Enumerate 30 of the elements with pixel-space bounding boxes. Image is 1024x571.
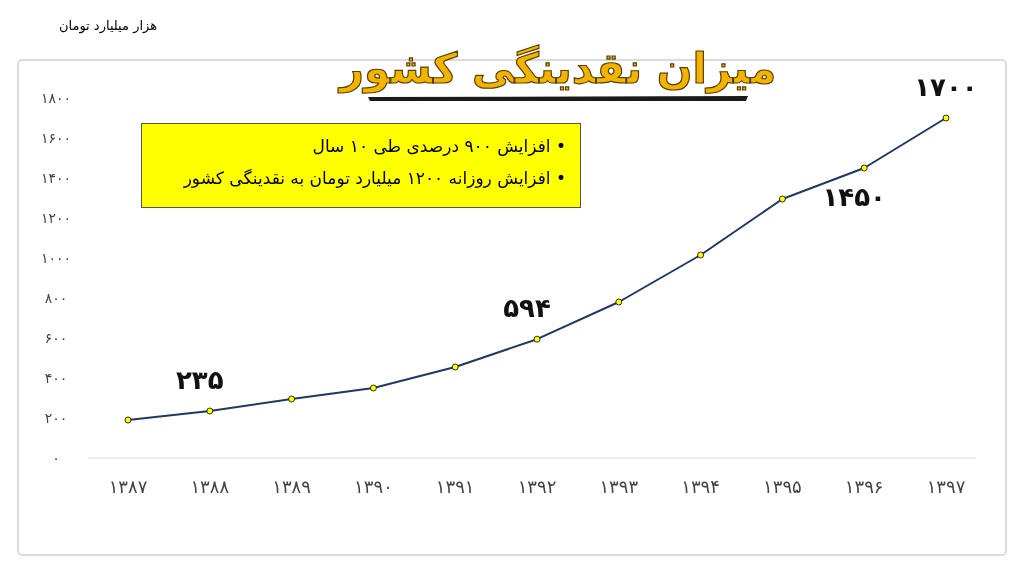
x-tick-label: ۱۳۹۵: [763, 476, 802, 497]
note-box: • افزایش ۹۰۰ درصدی طی ۱۰ سال • افزایش روزانه ۱۲۰۰ میلیارد تومان به نقدینگی کشور: [141, 123, 581, 208]
data-label: ۵۹۴: [503, 293, 551, 324]
y-tick-label: ۱۸۰۰: [40, 89, 72, 106]
chart-title: میزان نقدینگی کشور: [337, 44, 777, 94]
x-tick-label: ۱۳۸۹: [272, 476, 311, 497]
x-tick-label: ۱۳۹۷: [926, 476, 966, 497]
x-tick-label: ۱۳۹۲: [517, 476, 557, 497]
y-tick-label: ۱۰۰۰: [40, 249, 72, 266]
y-tick-label: ۸۰۰: [44, 289, 68, 306]
x-tick-label: ۱۳۹۰: [354, 476, 393, 497]
data-label: ۱۷۰۰: [914, 72, 978, 102]
y-tick-label: ۶۰۰: [44, 329, 68, 346]
annotation: • افزایش روزانه ۱۲۰۰ میلیارد تومان به نقدینگی کشور: [182, 166, 566, 190]
data-label: ۱۴۵۰: [822, 182, 886, 212]
y-axis-title: هزار میلیارد تومان: [58, 18, 158, 34]
x-tick-label: ۱۳۸۷: [108, 476, 148, 497]
y-tick-label: ۱۲۰۰: [40, 209, 72, 226]
x-tick-label: ۱۳۹۳: [599, 476, 639, 497]
y-tick-label: ۱۴۰۰: [40, 169, 72, 186]
data-label: ۲۳۵: [176, 365, 224, 395]
y-tick-label: ۱۶۰۰: [40, 129, 72, 146]
annotation: • افزایش ۹۰۰ درصدی طی ۱۰ سال: [311, 135, 566, 158]
x-tick-label: ۱۳۹۶: [844, 476, 884, 497]
y-tick-label: ۰: [52, 449, 60, 466]
x-tick-label: ۱۳۹۴: [681, 476, 720, 497]
x-tick-label: ۱۳۸۸: [190, 476, 230, 497]
x-tick-label: ۱۳۹۱: [435, 476, 475, 497]
y-tick-label: ۲۰۰: [44, 409, 68, 426]
y-tick-label: ۴۰۰: [44, 369, 68, 386]
